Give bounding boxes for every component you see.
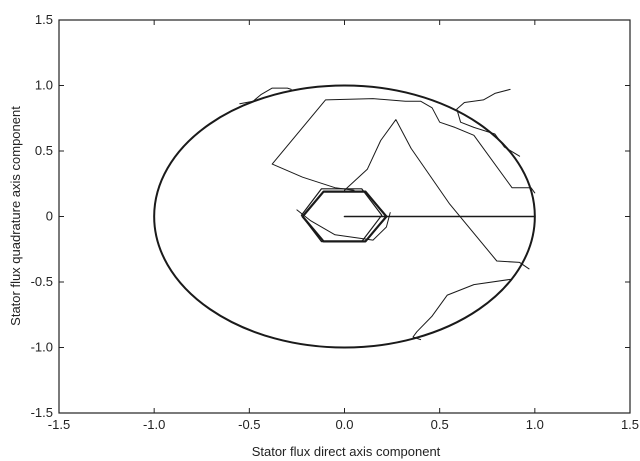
series-hexagon-overlap (300, 188, 383, 243)
x-axis-label: Stator flux direct axis component (252, 444, 441, 459)
y-axis-label: Stator flux quadrature axis component (8, 106, 23, 326)
x-tick-label: -1.5 (48, 417, 70, 432)
y-tick-label: 1.5 (35, 12, 53, 27)
axis-ticks: -1.5 -1.0 -0.5 0.0 0.5 1.0 1.5 -1.5 -1.0 -0.5 0 0.5… (31, 12, 639, 432)
series-transient-5 (412, 278, 511, 341)
x-tick-label: 1.5 (621, 417, 639, 432)
x-tick-label: 0.0 (335, 417, 353, 432)
x-tick-label: -1.0 (143, 417, 165, 432)
y-tick-label: 0.5 (35, 143, 53, 158)
x-tick-label: -0.5 (238, 417, 260, 432)
series-transient-1 (271, 98, 536, 194)
y-tick-label: 0 (46, 209, 53, 224)
series-transient-2 (456, 88, 521, 157)
x-tick-label: 0.5 (431, 417, 449, 432)
series-transient-6 (296, 209, 391, 241)
series-transient-3 (239, 87, 292, 105)
series-transient-4 (344, 119, 530, 270)
y-tick-label: -1.0 (31, 340, 53, 355)
y-tick-label: -0.5 (31, 274, 53, 289)
y-tick-label: 1.0 (35, 78, 53, 93)
plot-traces (153, 84, 536, 349)
x-tick-label: 1.0 (526, 417, 544, 432)
plot-frame (58, 19, 631, 414)
y-tick-label: -1.5 (31, 405, 53, 420)
